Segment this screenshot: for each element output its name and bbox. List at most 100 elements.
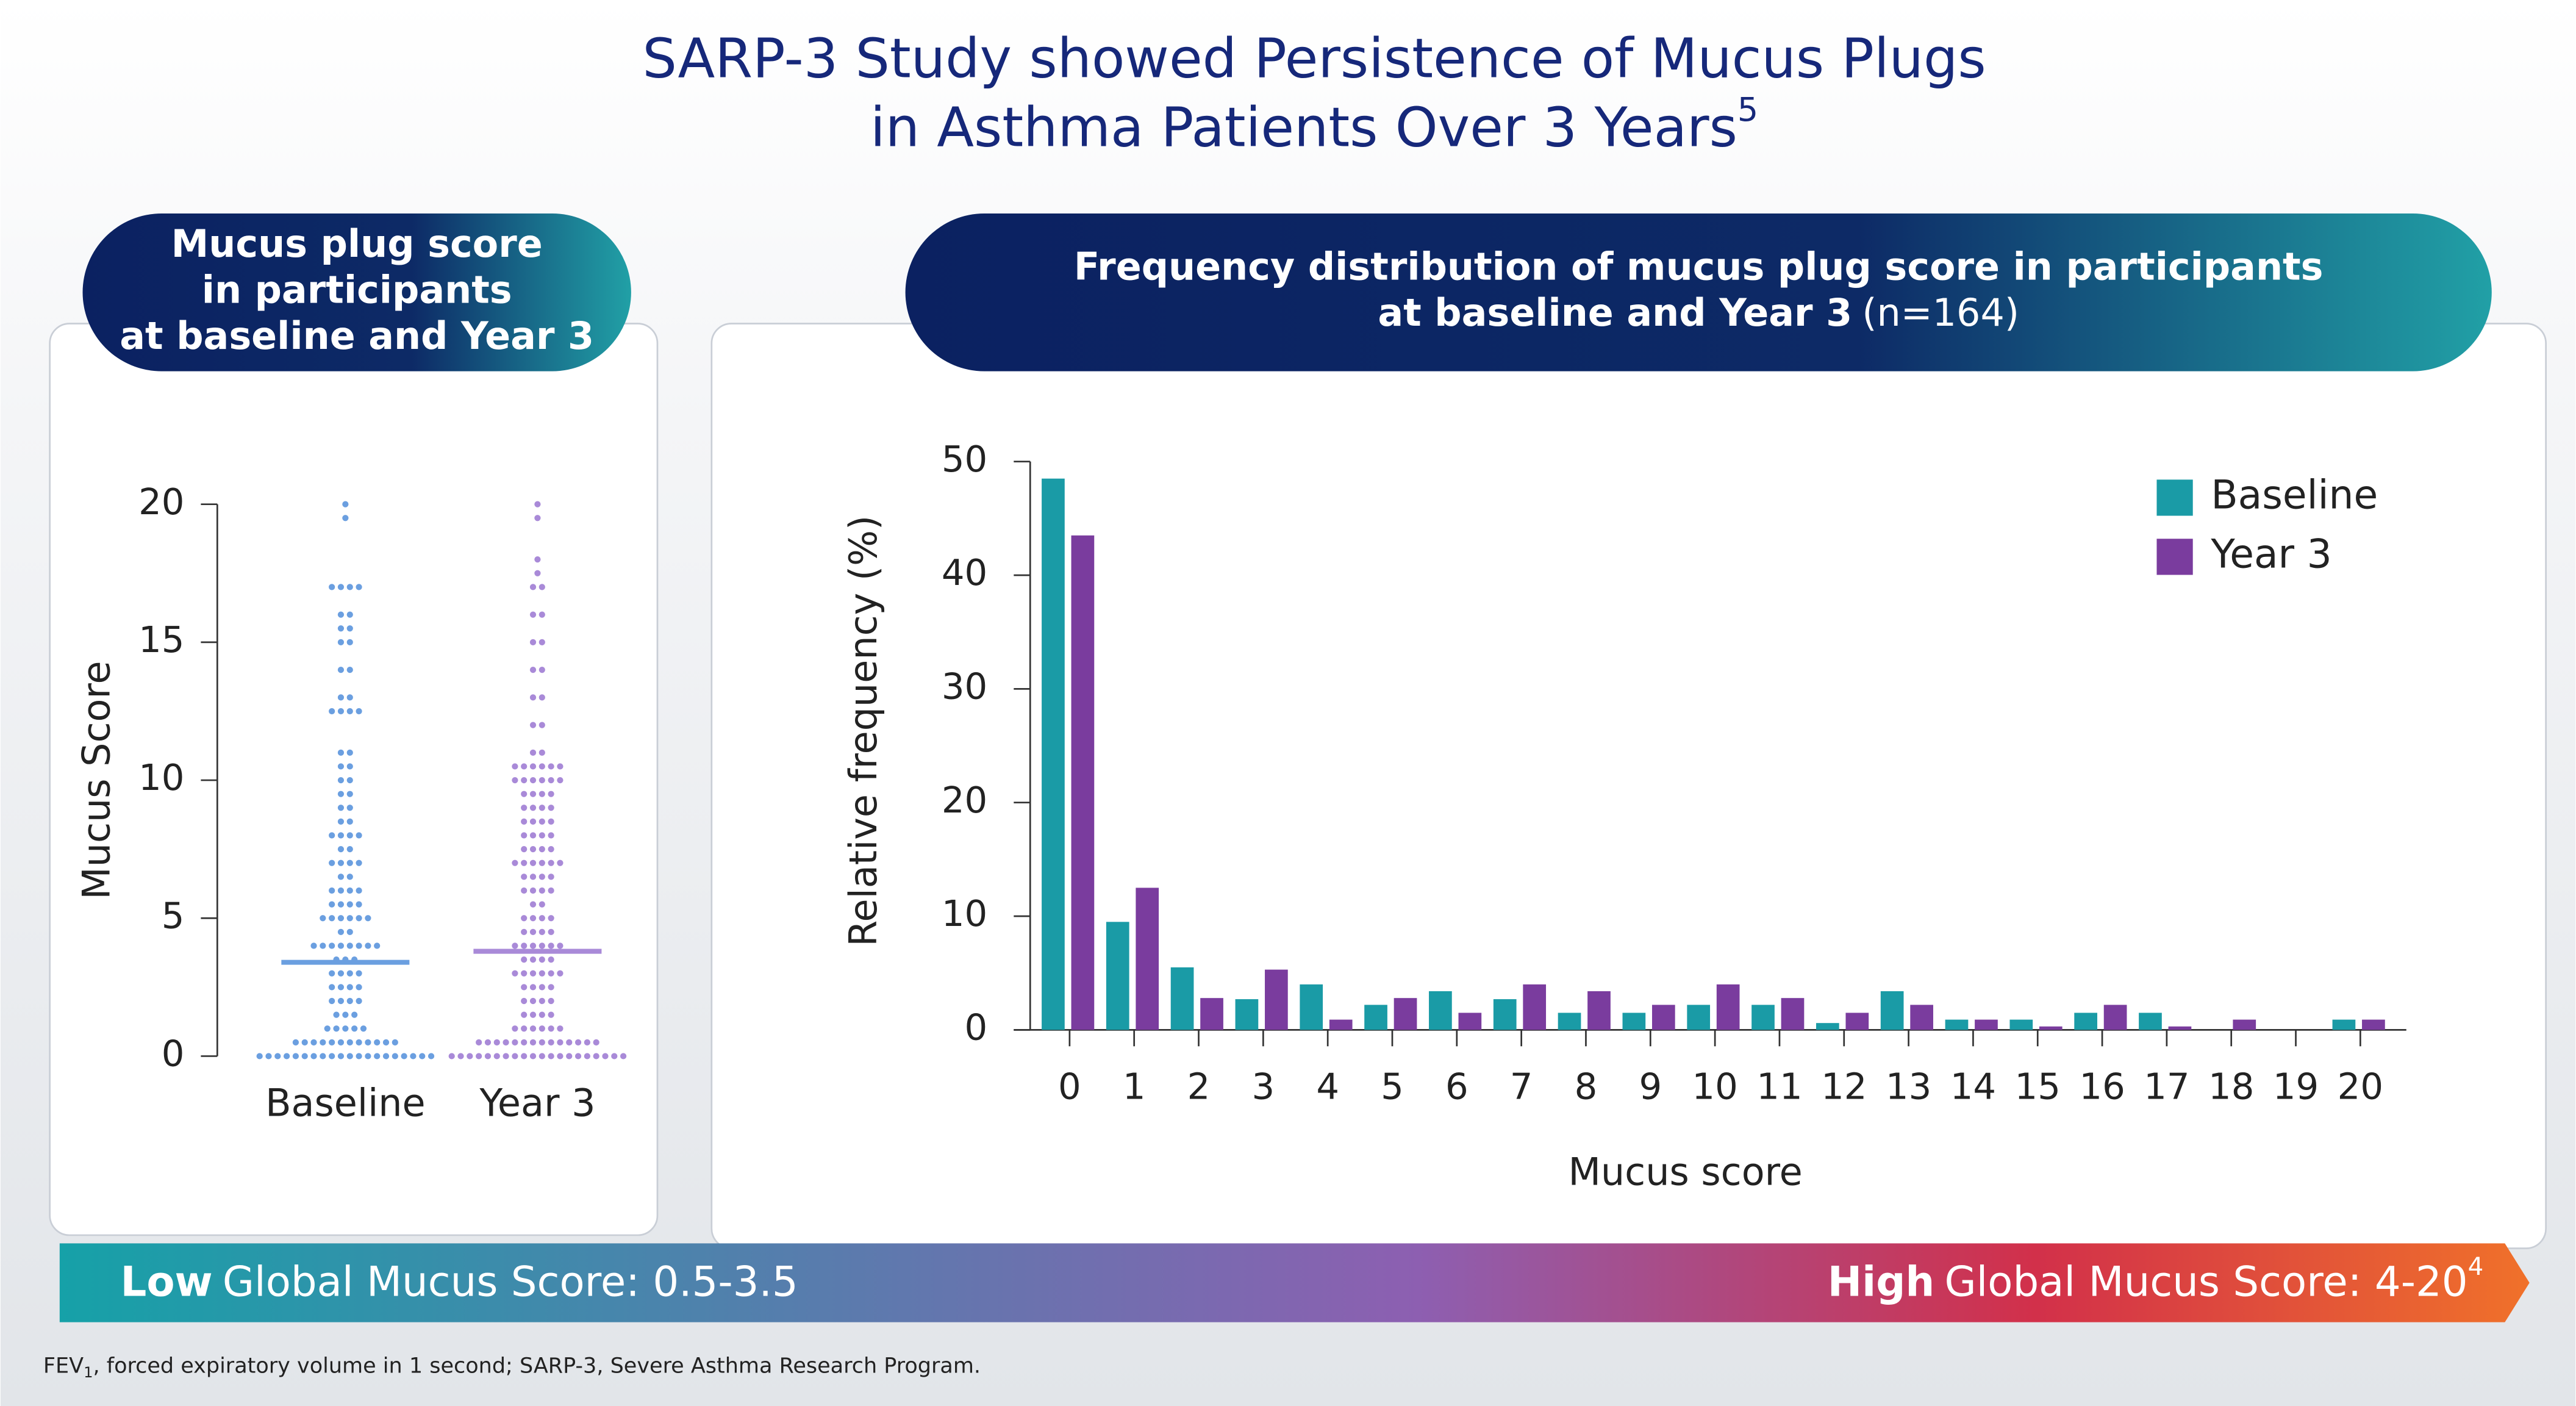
dot: [548, 942, 554, 949]
dot: [548, 1011, 554, 1018]
dot: [548, 956, 554, 963]
dot: [337, 639, 345, 645]
dot: [529, 1025, 537, 1032]
dot: [374, 1039, 381, 1046]
y-tick-label: 10: [942, 892, 987, 934]
dot: [521, 984, 528, 991]
dot: [484, 1053, 492, 1060]
dot: [356, 984, 362, 991]
dot: [557, 942, 564, 949]
dot: [346, 984, 353, 991]
dot: [548, 1025, 554, 1032]
title-text: in Asthma Patients Over 3 Years: [870, 96, 1737, 159]
dot: [538, 749, 545, 756]
dot: [342, 501, 349, 508]
dot: [346, 639, 353, 645]
dot: [503, 1039, 509, 1046]
panel-header: in participants: [202, 268, 512, 312]
dot: [529, 722, 537, 728]
dot: [337, 611, 345, 618]
dot: [548, 777, 554, 784]
bar: [1170, 967, 1194, 1030]
dot: [329, 942, 335, 949]
banner-low-bold: Low: [120, 1258, 212, 1305]
dot: [529, 777, 537, 784]
dot: [538, 818, 545, 825]
dot: [521, 777, 528, 784]
dot: [356, 901, 362, 908]
dot: [512, 763, 518, 770]
dot: [538, 887, 545, 894]
dot: [548, 915, 554, 922]
dot: [346, 625, 353, 632]
dot: [329, 901, 335, 908]
x-tick-label: 20: [2338, 1065, 2383, 1107]
dot: [557, 1053, 564, 1060]
dot: [346, 859, 353, 866]
bar: [2168, 1026, 2192, 1030]
y-tick-label: 0: [162, 1033, 185, 1075]
dot: [329, 708, 335, 715]
dot: [428, 1053, 435, 1060]
dot: [538, 584, 545, 590]
x-tick-label: 3: [1251, 1065, 1275, 1107]
dot: [346, 611, 353, 618]
bar: [1975, 1019, 1998, 1030]
dot: [448, 1053, 455, 1060]
dot: [493, 1053, 500, 1060]
x-tick-label: 19: [2273, 1065, 2319, 1107]
dot: [419, 1053, 426, 1060]
dot: [529, 1039, 537, 1046]
dot: [351, 1025, 358, 1032]
x-axis-label: Mucus score: [1568, 1150, 1802, 1194]
header-bold: at baseline and Year 3: [1378, 291, 1852, 335]
dot: [365, 942, 371, 949]
dot: [538, 1011, 545, 1018]
dot: [566, 1039, 573, 1046]
dot: [337, 1039, 345, 1046]
header-n: (n=164): [1862, 291, 2019, 335]
legend-swatch: [2156, 479, 2193, 516]
dot: [274, 1053, 281, 1060]
dot: [620, 1053, 627, 1060]
dot: [521, 915, 528, 922]
bar: [1910, 1005, 1933, 1030]
x-tick-label: 9: [1639, 1065, 1662, 1107]
dot: [512, 1025, 518, 1032]
dot: [503, 1053, 509, 1060]
x-tick-label: Year 3: [479, 1081, 595, 1125]
dot: [337, 749, 345, 756]
dot: [329, 1053, 335, 1060]
bar: [2103, 1005, 2127, 1030]
dot: [512, 942, 518, 949]
bar: [1751, 1005, 1775, 1030]
panel-header: Mucus plug score: [171, 222, 543, 266]
dot: [337, 777, 345, 784]
dot: [521, 956, 528, 963]
dot: [529, 818, 537, 825]
dot: [356, 997, 362, 1005]
title-line2: in Asthma Patients Over 3 Years5: [870, 90, 1758, 159]
dot: [534, 515, 541, 522]
dot: [548, 997, 554, 1005]
dot: [320, 1053, 326, 1060]
dot: [557, 859, 564, 866]
dot: [529, 928, 537, 935]
dot: [493, 1039, 500, 1046]
bar: [1042, 478, 1065, 1030]
dot: [329, 859, 335, 866]
dot: [337, 846, 345, 853]
dot: [584, 1053, 590, 1060]
dot: [329, 584, 335, 590]
dot: [467, 1053, 473, 1060]
dot: [337, 1053, 345, 1060]
dot: [611, 1053, 618, 1060]
dot: [529, 832, 537, 839]
dot: [337, 915, 345, 922]
dot: [337, 791, 345, 797]
dot: [548, 805, 554, 811]
dot: [410, 1053, 417, 1060]
dot: [329, 1039, 335, 1046]
y-tick-label: 30: [942, 665, 987, 707]
dot: [401, 1053, 407, 1060]
